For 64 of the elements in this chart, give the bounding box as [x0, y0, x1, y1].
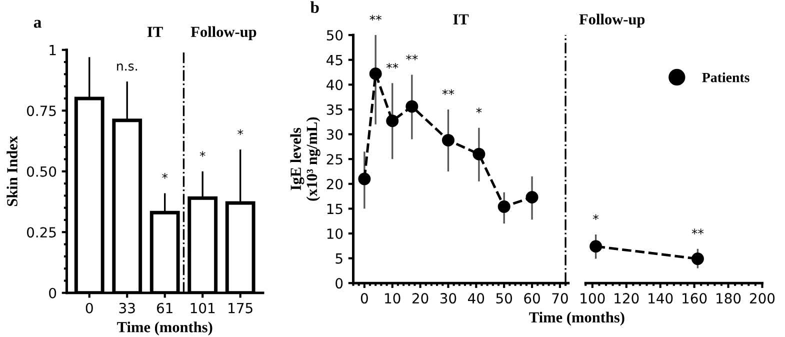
point [472, 148, 486, 160]
annotation: * [162, 173, 168, 179]
x-tick-label: 0 [360, 293, 368, 304]
x-tick-label: 10 [385, 293, 400, 304]
x-tick-label: 50 [496, 293, 512, 304]
y-axis-title: IgE levels (x10³ ng/mL) [290, 117, 320, 201]
point [358, 172, 371, 186]
x-tick-label: 60 [524, 293, 540, 304]
y-tick-label: 20 [326, 178, 343, 190]
annotation: ** [370, 14, 382, 21]
x-tick-label: 70 [552, 293, 568, 304]
x-tick-label: 160 [682, 293, 707, 304]
y-tick-label: 0.75 [26, 106, 56, 116]
text: IT [453, 14, 469, 24]
x-tick-label: 140 [648, 293, 673, 304]
chart-title: a [34, 20, 42, 28]
x-axis-title: Time (months) [117, 322, 212, 336]
annotation: ** [386, 62, 398, 69]
y-tick-label: 30 [326, 129, 343, 140]
x-tick-label: 180 [716, 293, 741, 304]
point [526, 191, 538, 204]
y-axis-title: Skin Index [6, 136, 18, 206]
y-tick-label: 45 [326, 55, 342, 66]
x-tick-label: 120 [614, 293, 639, 304]
x-tick-label: 61 [156, 302, 172, 314]
y-tick-label: 0 [336, 278, 343, 289]
annotation: * [238, 129, 244, 135]
x-tick-label: 20 [412, 293, 428, 304]
legend-label: Patients [702, 72, 750, 82]
y-tick-label: 1 [50, 45, 56, 56]
x-tick-label: 101 [190, 302, 215, 314]
annotation: n.s. [117, 64, 137, 71]
chart-title: b [310, 1, 319, 13]
y-tick-label: 15 [327, 204, 342, 214]
x-tick-label: 100 [580, 293, 605, 304]
text: Follow-up [579, 14, 645, 28]
y-tick-label: 5 [336, 253, 342, 264]
y-tick-label: 0.25 [26, 227, 56, 238]
annotation: ** [442, 89, 454, 95]
point [442, 134, 454, 146]
y-tick-label: 0.50 [26, 166, 56, 177]
x-tick-label: 33 [119, 302, 135, 314]
y-tick-label: 25 [326, 154, 342, 165]
point [369, 67, 382, 80]
text: IT [147, 26, 163, 37]
annotation: * [200, 151, 206, 157]
point [406, 100, 418, 113]
x-tick-label: 0 [86, 302, 93, 314]
x-tick-label: 40 [468, 293, 484, 304]
point [498, 200, 510, 213]
annotation: * [593, 214, 599, 220]
text: Follow-up [190, 26, 256, 40]
y-tick-label: 40 [326, 80, 343, 90]
y-tick-label: 50 [326, 30, 343, 41]
y-tick-label: 10 [327, 228, 343, 239]
annotation: ** [406, 54, 418, 60]
annotation: * [476, 108, 482, 114]
x-tick-label: 30 [440, 293, 456, 304]
x-tick-label: 200 [750, 293, 775, 304]
x-tick-label: 175 [228, 303, 252, 314]
y-tick-label: 35 [326, 104, 342, 115]
annotation: ** [692, 228, 704, 234]
point [386, 114, 399, 128]
x-axis-title: Time (months) [529, 312, 624, 326]
